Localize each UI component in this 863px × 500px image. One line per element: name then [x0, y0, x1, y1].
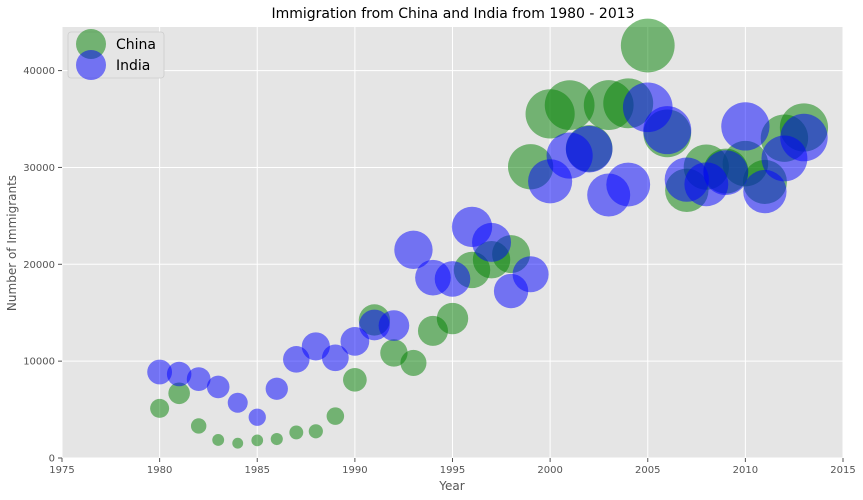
bubble-india	[434, 261, 471, 297]
bubble-china	[190, 418, 207, 434]
bubble-china	[232, 437, 244, 449]
bubble-india	[565, 125, 613, 173]
bubble-china	[380, 339, 408, 367]
bubble-india	[512, 256, 549, 293]
y-tick-label: 0	[49, 454, 55, 465]
x-tick-label: 1985	[245, 465, 270, 476]
bubble-india	[265, 377, 288, 400]
bubble-india	[186, 367, 211, 391]
x-axis-ticks: 1975 1980 1985 1990 1995 2000 2005 2010 2015	[49, 458, 856, 476]
bubble-india	[321, 344, 349, 372]
bubble-india	[248, 408, 266, 426]
x-axis-label: Year	[438, 479, 464, 493]
x-tick-label: 1975	[49, 465, 74, 476]
bubble-china	[308, 424, 323, 439]
y-tick-label: 10000	[23, 357, 55, 368]
bubble-india	[147, 359, 173, 385]
y-axis-ticks: 0 10000 20000 30000 40000	[23, 66, 62, 465]
bubble-india	[283, 346, 310, 373]
x-tick-label: 2010	[733, 465, 758, 476]
bubble-india	[743, 169, 787, 214]
x-tick-label: 2000	[537, 465, 562, 476]
bubble-india	[643, 106, 692, 155]
bubble-china	[620, 18, 675, 73]
bubble-china	[400, 349, 427, 376]
bubble-china	[212, 434, 225, 446]
x-tick-label: 1980	[147, 465, 172, 476]
x-tick-label: 2005	[635, 465, 660, 476]
bubble-china	[436, 302, 469, 335]
bubbles	[147, 18, 829, 449]
bubble-india	[340, 326, 370, 356]
bubble-china	[289, 425, 304, 440]
x-tick-label: 2015	[830, 465, 855, 476]
chart-title: Immigration from China and India from 19…	[271, 6, 634, 22]
y-tick-label: 30000	[23, 163, 55, 174]
legend-label-china: China	[116, 37, 156, 53]
legend-marker-china	[76, 29, 106, 59]
bubble-india	[394, 230, 433, 269]
bubble-india	[378, 310, 410, 341]
bubble-india	[780, 113, 828, 162]
bubble-china	[544, 80, 595, 131]
legend-label-india: India	[116, 58, 150, 74]
bubble-india	[206, 375, 230, 399]
bubble-india	[606, 162, 651, 207]
bubble-china	[343, 367, 367, 392]
bubble-china	[251, 434, 264, 447]
bubble-india	[472, 222, 512, 262]
bubble-china	[150, 398, 170, 418]
x-tick-label: 1990	[342, 465, 367, 476]
bubble-india	[166, 361, 192, 387]
y-tick-label: 20000	[23, 260, 55, 271]
y-axis-label: Number of Immigrants	[5, 175, 19, 311]
bubble-india	[703, 150, 749, 196]
legend: China India	[67, 29, 165, 80]
legend-marker-india	[76, 50, 106, 80]
bubble-china	[168, 382, 190, 405]
bubble-india	[721, 102, 770, 151]
bubble-china	[270, 432, 283, 446]
bubble-india	[227, 392, 248, 413]
x-tick-label: 1995	[440, 465, 465, 476]
bubble-china	[326, 407, 345, 425]
y-tick-label: 40000	[23, 66, 55, 77]
